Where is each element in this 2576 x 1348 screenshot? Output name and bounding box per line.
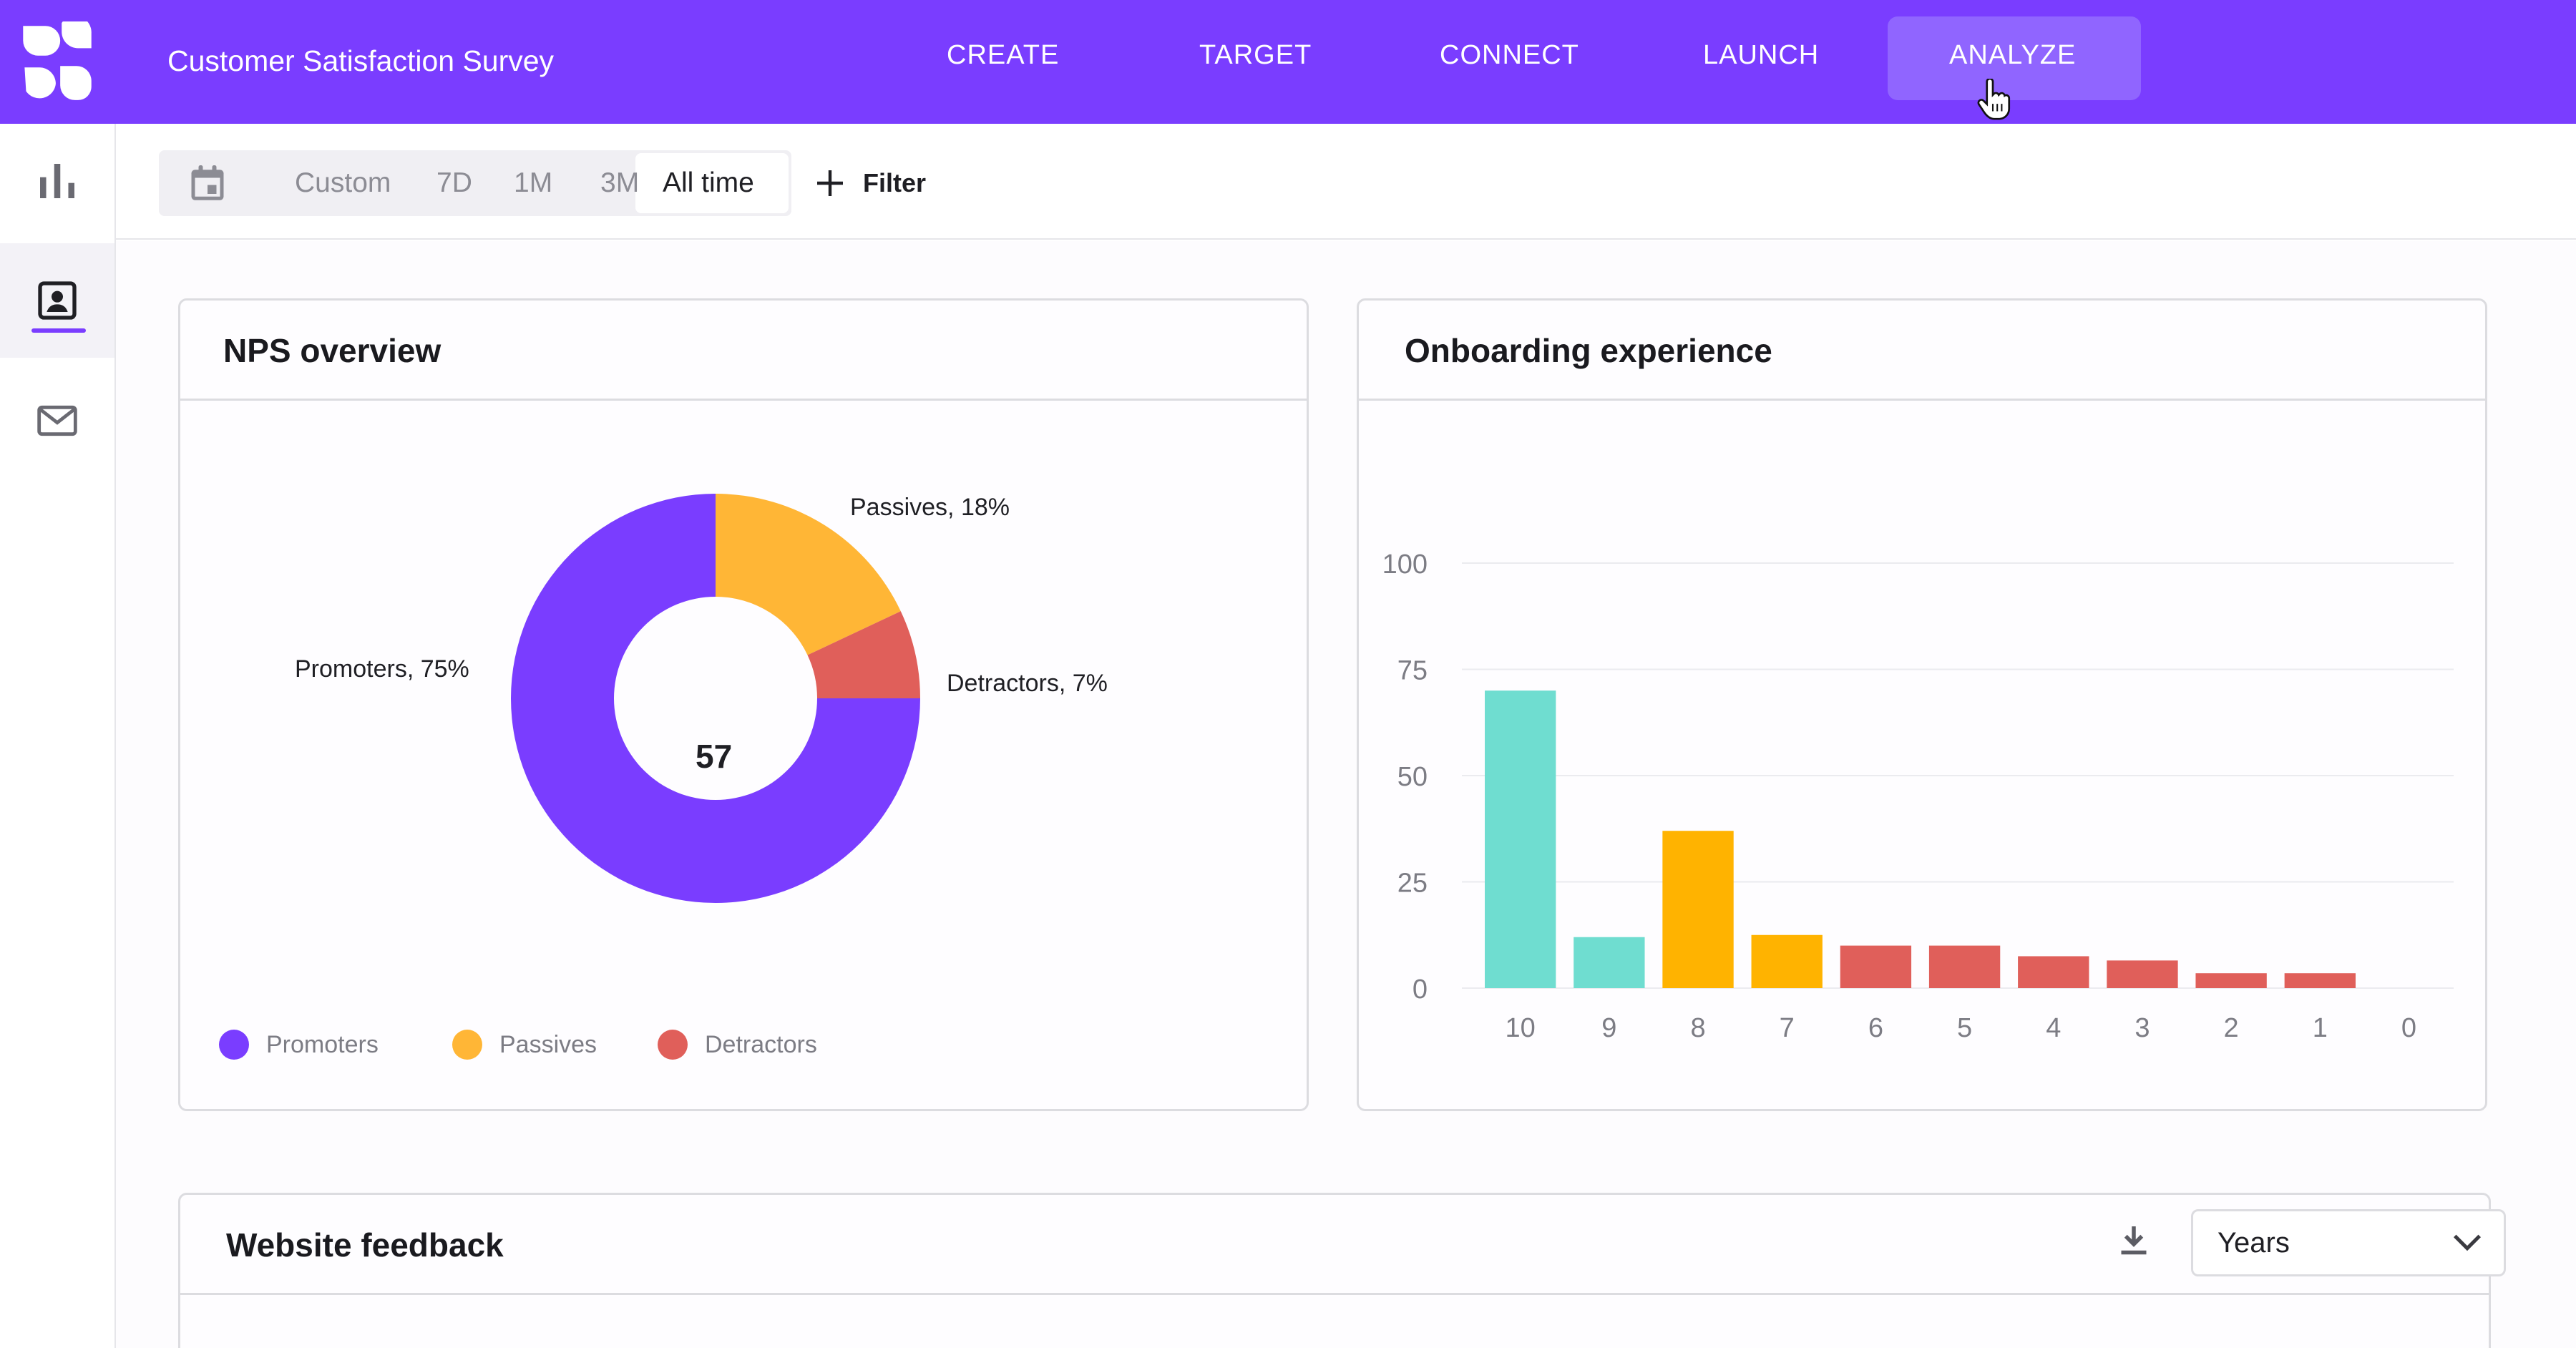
range-1m[interactable]: 1M — [514, 167, 553, 198]
y-tick-label: 25 — [1397, 869, 1428, 899]
promoters-label: Promoters, 75% — [295, 655, 469, 683]
legend-label: Passives — [499, 1030, 597, 1058]
sidebar — [0, 124, 116, 1348]
x-tick-label: 7 — [1780, 1013, 1795, 1043]
bar-score-2[interactable] — [2195, 973, 2267, 988]
survey-logo-icon[interactable] — [20, 21, 94, 102]
bar-score-8[interactable] — [1662, 831, 1734, 988]
sidebar-item-messages[interactable] — [0, 363, 114, 478]
promoters-dot — [219, 1030, 249, 1060]
x-tick-label: 9 — [1601, 1013, 1616, 1043]
range-all-time[interactable]: All time — [663, 167, 754, 198]
period-select[interactable]: Years — [2191, 1209, 2506, 1276]
range-3m[interactable]: 3M — [600, 167, 640, 198]
y-tick-label: 100 — [1382, 550, 1428, 580]
bar-score-1[interactable] — [2284, 973, 2356, 988]
nps-donut-chart — [511, 494, 920, 903]
sidebar-item-responses[interactable] — [0, 243, 114, 358]
y-tick-label: 75 — [1397, 656, 1428, 686]
sidebar-item-analytics[interactable] — [0, 124, 114, 238]
bar-score-5[interactable] — [1928, 945, 2001, 988]
bar-chart-icon — [40, 164, 74, 198]
passives-dot — [452, 1030, 482, 1060]
top-bar: Customer Satisfaction Survey CREATE TARG… — [0, 0, 2576, 124]
bar-score-7[interactable] — [1751, 934, 1823, 988]
promoters-slice[interactable] — [511, 494, 920, 903]
card-title: Website feedback — [226, 1226, 504, 1264]
website-feedback-card: Website feedback Years — [178, 1193, 2506, 1348]
calendar-icon[interactable] — [186, 162, 229, 205]
y-tick-label: 50 — [1397, 762, 1428, 792]
x-tick-label: 4 — [2046, 1013, 2061, 1043]
legend-label: Promoters — [266, 1030, 379, 1058]
detractors-slice[interactable] — [807, 611, 920, 698]
x-tick-label: 10 — [1506, 1013, 1536, 1043]
period-select-value: Years — [2218, 1227, 2290, 1259]
card-header: Website feedback Years — [180, 1195, 2506, 1295]
mail-icon — [37, 405, 77, 436]
x-tick-label: 3 — [2135, 1013, 2150, 1043]
bar-score-6[interactable] — [1840, 945, 1912, 988]
x-tick-label: 2 — [2224, 1013, 2239, 1043]
date-range-group: Custom 7D 1M 3M All time — [159, 150, 791, 216]
download-icon[interactable] — [2112, 1219, 2155, 1262]
contact-card-icon — [38, 281, 77, 320]
x-tick-label: 1 — [2313, 1013, 2328, 1043]
nav-active-highlight — [1888, 16, 2141, 100]
x-tick-label: 5 — [1957, 1013, 1972, 1043]
app-title: Customer Satisfaction Survey — [167, 44, 555, 77]
x-tick-label: 8 — [1690, 1013, 1705, 1043]
sidebar-active-indicator — [31, 328, 86, 333]
card-header: NPS overview — [180, 301, 1307, 401]
range-7d[interactable]: 7D — [436, 167, 472, 198]
nav-tab-connect[interactable]: CONNECT — [1440, 40, 1579, 70]
legend-passives[interactable]: Passives — [452, 1030, 597, 1060]
hand-cursor-icon — [1977, 79, 2011, 120]
x-tick-label: 6 — [1868, 1013, 1883, 1043]
y-tick-label: 0 — [1413, 975, 1428, 1005]
dashboard-content: NPS overview 57 Passives, 18% Detractors… — [116, 241, 2576, 1348]
chevron-down-icon — [2453, 1234, 2482, 1251]
nps-score: 57 — [696, 738, 733, 775]
bar-score-4[interactable] — [2018, 956, 2089, 988]
filter-bar: Custom 7D 1M 3M All time Filter — [116, 124, 2576, 240]
detractors-dot — [658, 1030, 688, 1060]
nav-tab-launch[interactable]: LAUNCH — [1703, 40, 1820, 70]
nav-tab-analyze[interactable]: ANALYZE — [1949, 40, 2077, 70]
card-title: NPS overview — [223, 332, 441, 369]
range-custom[interactable]: Custom — [295, 167, 391, 198]
legend-promoters[interactable]: Promoters — [219, 1030, 379, 1060]
filter-label: Filter — [863, 168, 927, 197]
plus-icon — [817, 170, 843, 196]
passives-label: Passives, 18% — [850, 494, 1010, 521]
range-selected-highlight — [635, 153, 789, 213]
bar-score-9[interactable] — [1574, 937, 1645, 988]
x-tick-label: 0 — [2401, 1013, 2416, 1043]
nps-overview-card: NPS overview 57 Passives, 18% Detractors… — [178, 298, 1309, 1111]
add-filter-button[interactable]: Filter — [813, 150, 926, 216]
bar-score-10[interactable] — [1485, 690, 1556, 988]
bar-score-3[interactable] — [2107, 960, 2178, 988]
nav-tab-target[interactable]: TARGET — [1199, 40, 1312, 70]
passives-slice[interactable] — [716, 494, 901, 655]
legend-label: Detractors — [705, 1030, 817, 1058]
legend-detractors[interactable]: Detractors — [658, 1030, 817, 1060]
detractors-label: Detractors, 7% — [947, 670, 1108, 697]
onboarding-experience-card: Onboarding experience 0 25 50 75 100 10 9 8 7 6 5 4… — [1357, 298, 2487, 1111]
card-header: Onboarding experience — [1359, 301, 2485, 401]
nav-tab-create[interactable]: CREATE — [947, 40, 1060, 70]
card-title: Onboarding experience — [1405, 332, 1772, 369]
